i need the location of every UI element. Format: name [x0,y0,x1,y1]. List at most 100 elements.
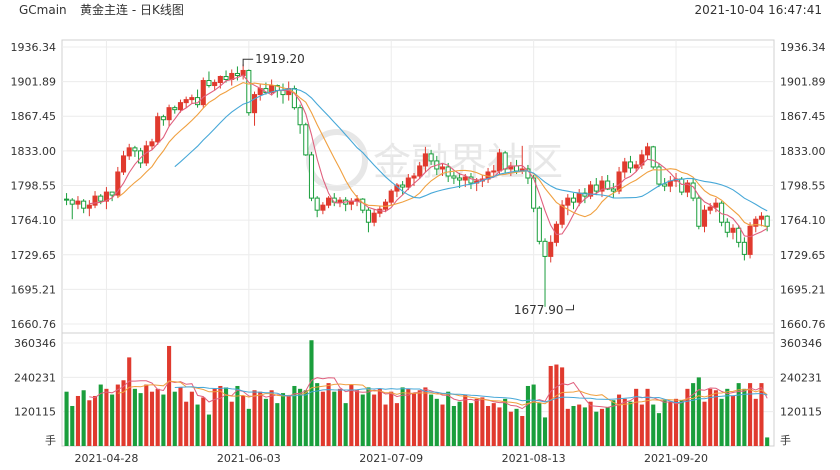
candle-body [280,90,286,96]
volume-bar [372,394,377,446]
candle-body [724,221,730,233]
candle [200,77,206,108]
candle-body [496,152,503,172]
candle-body [297,107,303,126]
candle-body [662,183,668,187]
candle-body [69,199,75,205]
volume-bar [691,383,696,446]
candle-body [502,152,508,170]
candle [656,162,662,188]
price-tick-label-left: 1867.45 [11,110,57,123]
candle [741,237,747,261]
date-tick-label: 2021-09-20 [644,452,708,465]
candle [246,69,252,116]
candle [536,206,542,245]
candle-body [177,102,184,111]
price-tick-label-right: 1729.65 [780,249,826,262]
candle-body [206,80,212,87]
volume-bar [115,384,120,446]
candle [365,207,371,233]
volume-bar [149,391,155,446]
volume-bar [332,391,337,446]
candle [610,183,616,199]
volume-bar [218,385,223,446]
volume-bar [87,400,92,446]
candle-body [553,223,559,243]
volume-bar [537,403,542,446]
price-tick-label-right: 1901.89 [780,76,826,89]
candle-body [627,161,634,169]
volume-bar [275,403,280,446]
price-tick-label-left: 1729.65 [11,249,57,262]
candle [160,114,166,126]
volume-bar [400,387,405,446]
volume-bar [673,398,679,446]
candle [457,172,463,189]
candle [593,178,599,196]
candle [650,145,656,169]
candle [559,200,565,229]
candle [724,218,730,238]
candle-body [98,195,104,202]
candle-body [747,225,753,255]
candle-body [132,147,138,152]
volume-bar [577,404,582,446]
candle-body [753,218,759,227]
volume-bar [337,388,343,446]
price-tick-label-left: 1833.00 [11,145,57,158]
date-tick-label: 2021-08-13 [502,452,566,465]
volume-bar [730,395,736,446]
candle [422,146,428,172]
volume-bar [503,398,508,446]
volume-bar [702,401,707,446]
candle [166,104,172,127]
candle [109,191,115,202]
candle-body [690,182,696,199]
volume-bar [138,393,143,446]
candle [115,166,121,199]
candle [92,191,98,209]
volume-bar [246,408,251,446]
volume-bar [212,388,217,446]
candle-body [365,209,371,223]
volume-bar [759,383,764,446]
candle [371,209,377,227]
candle-body [81,200,87,209]
volume-bar [440,404,445,446]
volume-bar [75,395,80,446]
volume-bar [634,388,639,446]
candle-body [576,192,582,203]
candle-body [764,215,770,227]
volume-bar [360,394,365,446]
moving-averages [89,74,768,410]
candle [491,164,497,178]
candle [588,181,594,200]
candle-body [269,85,275,94]
price-tick-label-left: 1798.55 [11,180,57,193]
candle [297,104,303,134]
volume-bar [651,404,656,446]
candle-body [451,175,457,179]
volume-bar [184,401,189,446]
volume-bar [229,401,234,446]
candle [468,172,474,190]
price-tick-label-right: 1660.76 [780,318,826,331]
high-annotation: 1919.20 [255,52,305,66]
volume-bar [571,405,576,446]
candle [269,79,275,96]
volume-bar [765,437,770,446]
candle-body [109,191,115,196]
candle-body [588,184,594,197]
candle-body [92,195,98,206]
date-axis: 2021-04-28 2021-06-03 2021-07-09 2021-08-13… [74,452,708,465]
candle-body [457,177,463,181]
candle-body [439,166,446,170]
candle [234,66,240,81]
candle-body [337,199,343,203]
candle-body [542,240,548,257]
volume-bar [366,387,371,446]
volume-bar [679,400,684,446]
volume-bar [315,383,320,446]
candle-body [713,202,719,208]
volume-bar [468,403,474,446]
